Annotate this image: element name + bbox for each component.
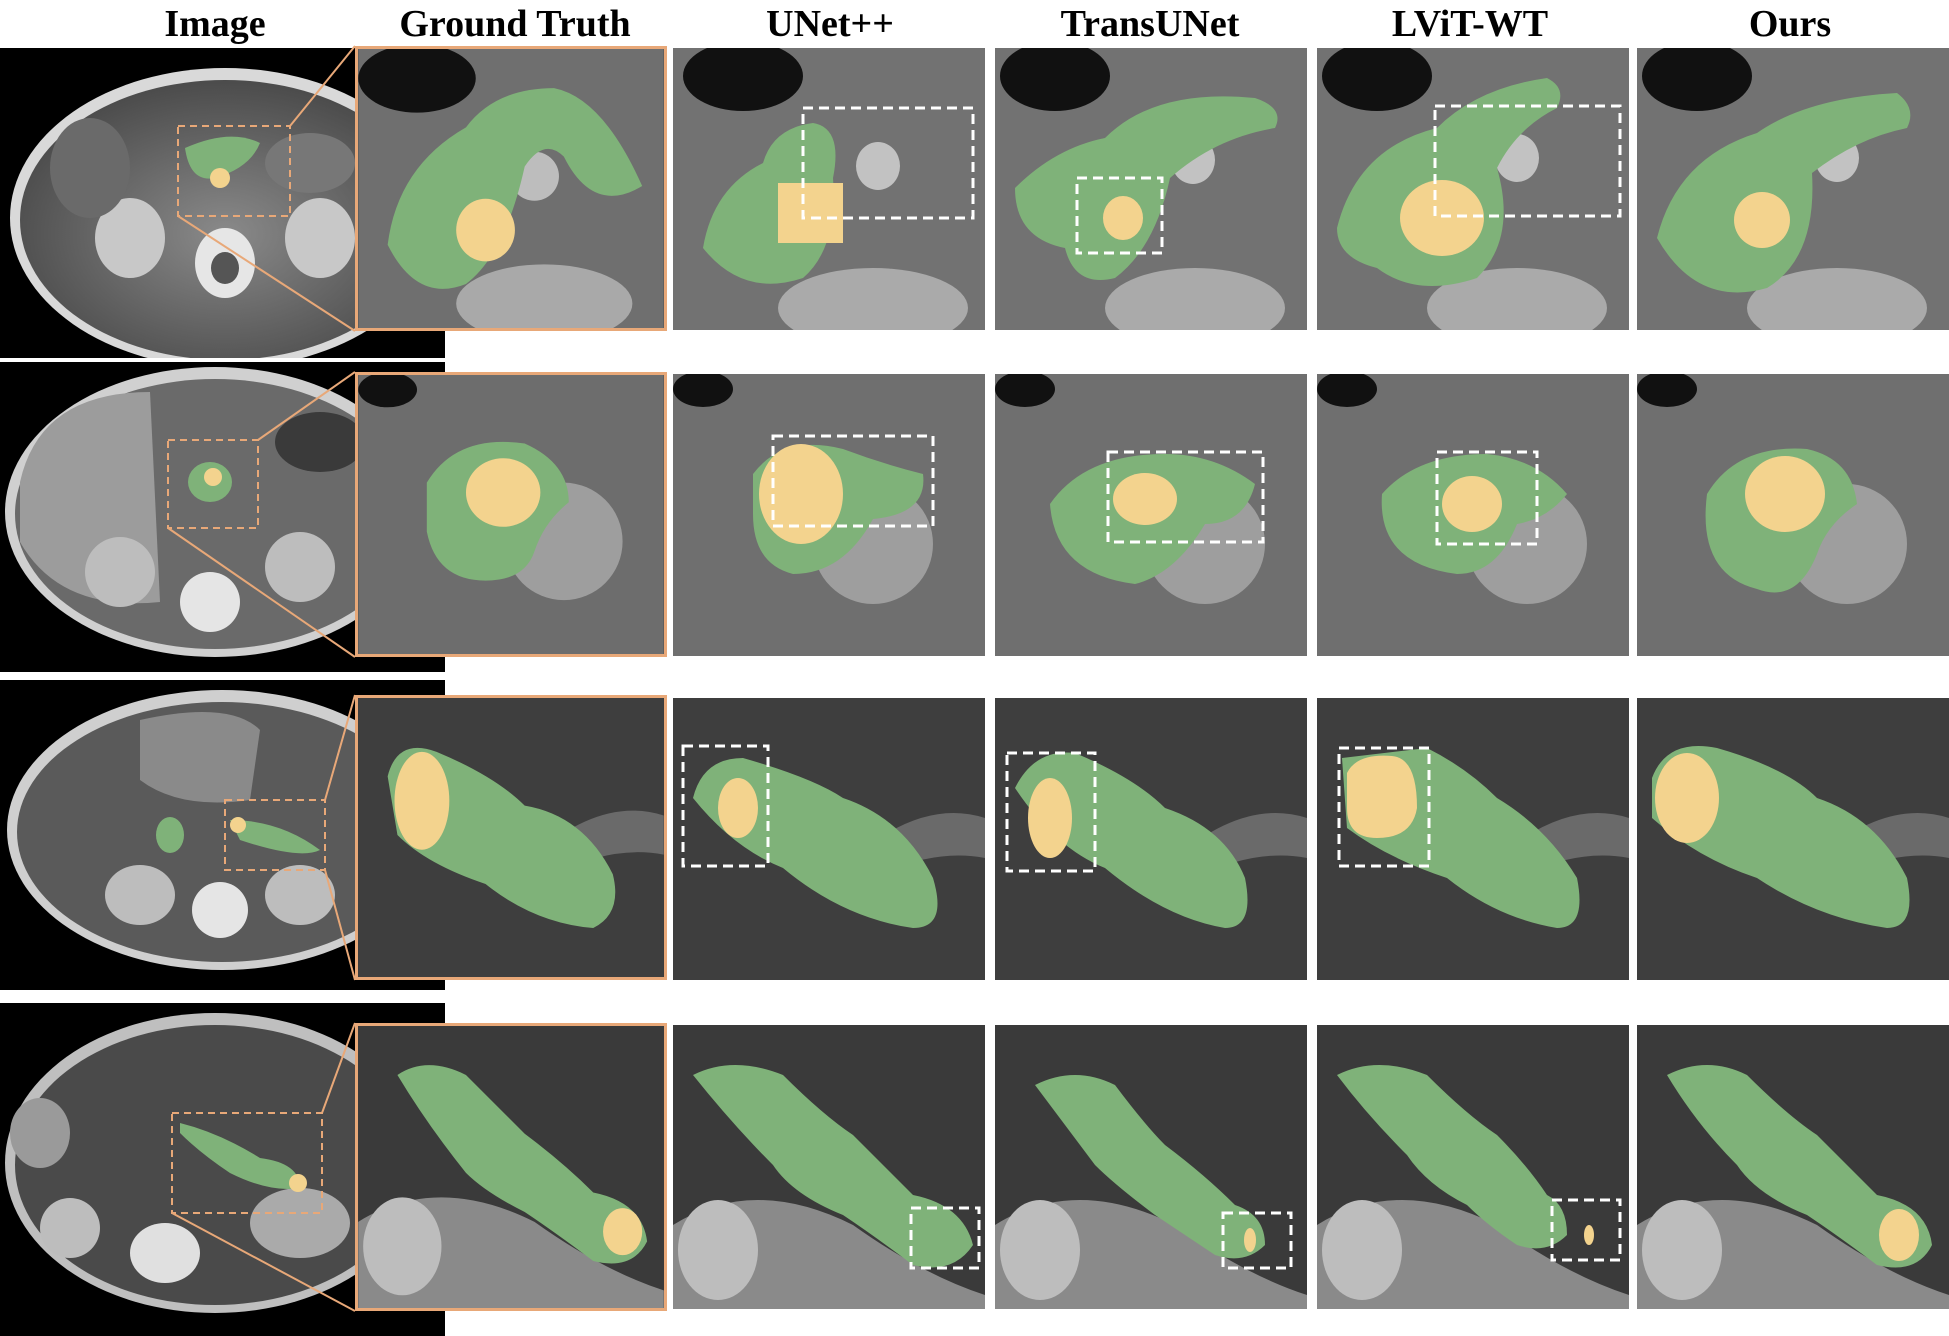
lvit-wt-panel (1317, 48, 1629, 330)
transunet-panel (995, 1025, 1307, 1309)
column-header-transunet: TransUNet (1060, 3, 1240, 45)
ground-truth-panel (355, 372, 667, 657)
column-header-ground-truth: Ground Truth (399, 3, 631, 45)
case-row-3 (0, 680, 1949, 990)
ours-panel (1637, 374, 1949, 656)
ground-truth-panel (355, 46, 667, 331)
lvit-wt-panel (1317, 1025, 1629, 1309)
unetpp-panel (673, 48, 985, 330)
ours-panel (1637, 1025, 1949, 1309)
unetpp-panel (673, 1025, 985, 1309)
lvit-wt-panel (1317, 698, 1629, 980)
ours-panel (1637, 698, 1949, 980)
lvit-wt-panel (1317, 374, 1629, 656)
column-header-ours: Ours (1748, 3, 1832, 45)
column-header-image: Image (164, 3, 266, 45)
unetpp-panel (673, 374, 985, 656)
transunet-panel (995, 374, 1307, 656)
column-header-unetpp: UNet++ (766, 3, 894, 45)
transunet-panel (995, 48, 1307, 330)
transunet-panel (995, 698, 1307, 980)
case-row-2 (0, 362, 1949, 672)
ground-truth-panel (355, 1023, 667, 1311)
column-header-lvit-wt: LViT-WT (1391, 3, 1549, 45)
ours-panel (1637, 48, 1949, 330)
unetpp-panel (673, 698, 985, 980)
ground-truth-panel (355, 695, 667, 980)
